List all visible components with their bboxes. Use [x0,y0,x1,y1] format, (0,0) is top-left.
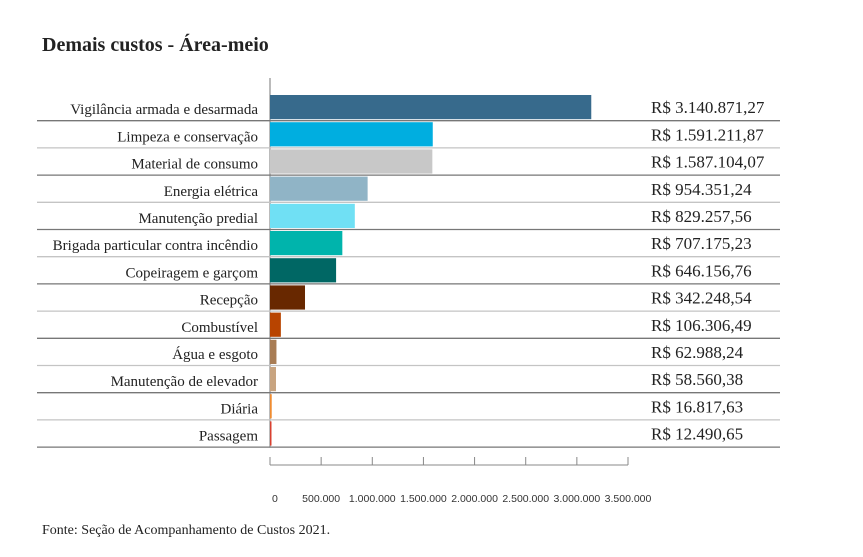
bar [270,231,343,256]
value-label: R$ 1.587.104,07 [651,153,765,172]
category-label: Manutenção de elevador [111,374,258,390]
x-tick-label: 1.500.000 [400,493,447,505]
category-label: Combustível [181,320,258,336]
category-label: Manutenção predial [138,211,258,227]
bar [270,203,355,228]
category-label: Passagem [199,429,258,445]
bar [270,122,433,147]
x-tick-label: 2.500.000 [502,493,549,505]
value-label: R$ 58.560,38 [651,370,743,389]
chart-title: Demais custos - Área-meio [42,34,269,56]
x-tick-label: 0 [272,493,278,505]
value-label: R$ 106.306,49 [651,316,752,335]
x-tick-label: 3.500.000 [605,493,652,505]
x-tick-label: 2.000.000 [451,493,498,505]
value-label: R$ 342.248,54 [651,289,752,308]
bar [270,339,277,364]
value-label: R$ 1.591.211,87 [651,125,764,144]
category-label: Copeiragem e garçom [126,265,259,281]
category-label: Água e esgoto [172,346,258,363]
x-tick-label: 3.000.000 [553,493,600,505]
value-label: R$ 829.257,56 [651,207,752,226]
value-label: R$ 62.988,24 [651,343,744,362]
category-label: Recepção [200,293,258,309]
category-label: Limpeza e conservação [117,129,258,145]
bar [270,421,272,446]
value-label: R$ 3.140.871,27 [651,98,765,117]
value-label: R$ 16.817,63 [651,397,743,416]
x-tick-label: 1.000.000 [349,493,396,505]
value-label: R$ 646.156,76 [651,261,752,280]
bar [270,176,368,201]
bar [270,95,592,120]
category-label: Brigada particular contra incêndio [53,238,258,254]
value-label: R$ 954.351,24 [651,180,752,199]
value-label: R$ 12.490,65 [651,425,743,444]
source-note: Fonte: Seção de Acompanhamento de Custos… [42,523,331,538]
category-label: Vigilância armada e desarmada [70,102,258,118]
bar [270,312,281,337]
bar [270,258,337,283]
x-tick-label: 500.000 [302,493,340,505]
category-label: Energia elétrica [164,184,259,200]
category-label: Diária [221,401,259,417]
category-label: Material de consumo [131,157,258,173]
value-label: R$ 707.175,23 [651,234,752,253]
bar [270,394,272,419]
bar [270,367,276,392]
bar [270,149,433,174]
bar [270,285,306,310]
